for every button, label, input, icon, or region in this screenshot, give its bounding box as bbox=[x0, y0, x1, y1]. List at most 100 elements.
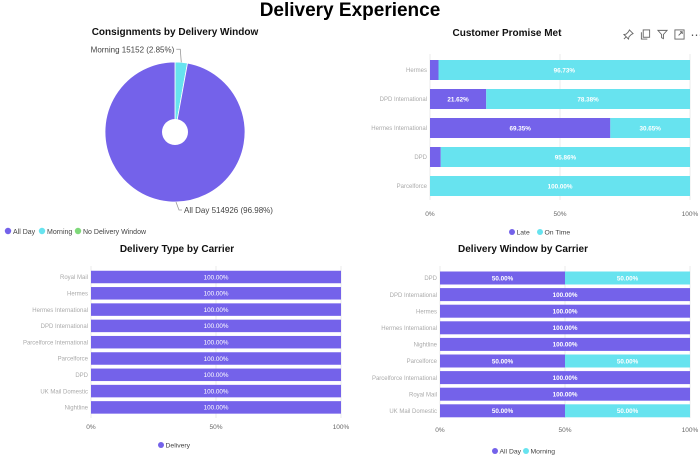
pie-label-all-day: All Day 514926 (96.98%) bbox=[184, 206, 273, 215]
bar-value-label: 50.00% bbox=[617, 358, 639, 365]
bar-value-label: 30.65% bbox=[639, 125, 661, 132]
x-tick-label: 100% bbox=[682, 211, 699, 218]
pie-leader-morning bbox=[176, 48, 182, 63]
promise-chart-title: Customer Promise Met bbox=[452, 28, 562, 39]
bar-morning bbox=[565, 271, 690, 285]
window-chart-panel: Delivery Window by Carrier 0% 50% 100% DPD 5… bbox=[350, 238, 700, 460]
bar-value-label: 50.00% bbox=[617, 275, 639, 282]
bar-value-label: 50.00% bbox=[492, 358, 514, 365]
x-tick-label: 50% bbox=[558, 427, 571, 434]
category-label: Parcelforce International bbox=[23, 340, 88, 346]
bar-value-label: 96.73% bbox=[554, 67, 576, 74]
pie-center-hole bbox=[162, 119, 188, 145]
bar-value-label: 100.00% bbox=[553, 392, 578, 399]
bar-value-label: 50.00% bbox=[492, 408, 514, 415]
bar-delivery bbox=[91, 352, 341, 365]
bar-late bbox=[430, 60, 439, 80]
bar-delivery bbox=[91, 303, 341, 316]
legend-label-morning: Morning bbox=[47, 229, 72, 236]
pie-chart-title: Consignments by Delivery Window bbox=[91, 27, 259, 38]
bar-value-label: 50.00% bbox=[492, 275, 514, 282]
pie-label-morning: Morning 15152 (2.85%) bbox=[91, 45, 175, 54]
x-tick-label: 100% bbox=[333, 424, 350, 431]
window-chart: 0% 50% 100% DPD 50.00% 50.00% DPD Internationa… bbox=[372, 266, 699, 456]
bar-value-label: 100.00% bbox=[553, 375, 578, 382]
bar-delivery bbox=[91, 270, 341, 284]
bar-value-label: 50.00% bbox=[617, 408, 639, 415]
legend-label-late: Late bbox=[517, 230, 530, 237]
legend-dot-late bbox=[509, 229, 515, 235]
category-label: Parcelforce International bbox=[372, 376, 437, 382]
category-label: Hermes International bbox=[32, 308, 88, 314]
type-chart: 0% 50% 100% Royal Mail 100.00% Hermes 100.00% H… bbox=[23, 266, 350, 450]
bar-value-label: 100.00% bbox=[204, 388, 229, 395]
legend-label-all-day: All Day bbox=[500, 449, 522, 456]
bar-late bbox=[430, 147, 441, 167]
bar-all-day bbox=[440, 321, 690, 335]
category-label: UK Mail Domestic bbox=[389, 409, 437, 415]
promise-chart: 0% 50% 100% Hermes 96.73% DPD International 21… bbox=[371, 54, 699, 237]
category-label: DPD International bbox=[380, 97, 427, 103]
pie-leader-all-day bbox=[175, 201, 182, 211]
copy-icon[interactable] bbox=[639, 28, 652, 42]
category-label: Hermes bbox=[406, 68, 427, 74]
category-label: Hermes International bbox=[371, 126, 427, 132]
category-label: DPD International bbox=[41, 324, 88, 330]
bar-value-label: 69.35% bbox=[509, 125, 531, 132]
bar-morning bbox=[565, 404, 690, 418]
legend-dot-morning bbox=[38, 227, 46, 235]
category-label: Hermes International bbox=[381, 326, 437, 332]
bar-all-day bbox=[440, 271, 565, 285]
legend-label-on-time: On Time bbox=[545, 230, 571, 237]
bar-value-label: 100.00% bbox=[548, 183, 573, 190]
bar-late bbox=[430, 89, 487, 109]
category-label: Hermes bbox=[416, 309, 437, 315]
bar-all-day bbox=[440, 371, 690, 385]
bar-delivery bbox=[91, 401, 341, 414]
legend-label-delivery: Delivery bbox=[166, 443, 191, 450]
promise-chart-panel: Customer Promise Met 0% 50% 100% Hermes 96.7… bbox=[350, 22, 700, 242]
bar-value-label: 100.00% bbox=[553, 342, 578, 349]
bar-delivery bbox=[91, 368, 341, 382]
bar-morning bbox=[565, 354, 690, 368]
bar-all-day bbox=[440, 288, 690, 302]
x-tick-label: 100% bbox=[682, 427, 699, 434]
bar-value-label: 78.38% bbox=[577, 96, 599, 103]
legend-dot-delivery bbox=[158, 442, 164, 448]
x-tick-label: 0% bbox=[425, 211, 435, 218]
window-chart-title: Delivery Window by Carrier bbox=[458, 244, 588, 255]
type-chart-panel: Delivery Type by Carrier 0% 50% 100% Royal … bbox=[0, 238, 350, 460]
category-label: DPD bbox=[75, 373, 88, 379]
category-label: Royal Mail bbox=[60, 275, 88, 281]
page-title: Delivery Experience bbox=[259, 0, 441, 21]
legend-label-all-day: All Day bbox=[13, 229, 36, 236]
x-tick-label: 50% bbox=[209, 424, 222, 431]
bar-on-time bbox=[430, 176, 690, 196]
bar-on-time bbox=[610, 118, 690, 138]
x-tick-label: 50% bbox=[553, 211, 566, 218]
pie-chart: Morning 15152 (2.85%) All Day 514926 (96.… bbox=[4, 45, 273, 236]
filter-icon[interactable] bbox=[656, 29, 669, 42]
bar-delivery bbox=[91, 384, 341, 398]
legend-dot-no-delivery-window bbox=[74, 227, 82, 235]
category-label: Parcelforce bbox=[58, 357, 89, 363]
category-label: Nightline bbox=[414, 343, 438, 349]
bar-value-label: 100.00% bbox=[553, 309, 578, 316]
bar-value-label: 100.00% bbox=[204, 323, 229, 330]
category-label: Hermes bbox=[67, 292, 88, 298]
legend-dot-all-day bbox=[492, 448, 498, 454]
bar-value-label: 100.00% bbox=[204, 340, 229, 347]
category-label: UK Mail Domestic bbox=[40, 389, 88, 395]
category-label: DPD International bbox=[390, 293, 437, 299]
bar-on-time bbox=[440, 147, 690, 167]
legend-dot-all-day bbox=[4, 227, 12, 235]
category-label: DPD bbox=[414, 155, 427, 161]
legend-label-morning: Morning bbox=[531, 449, 556, 456]
more-options-icon[interactable]: ⋯ bbox=[690, 27, 700, 42]
bar-value-label: 100.00% bbox=[204, 405, 229, 412]
focus-mode-icon[interactable] bbox=[673, 28, 686, 42]
bar-all-day bbox=[440, 304, 690, 318]
pin-icon[interactable] bbox=[622, 28, 635, 42]
category-label: Royal Mail bbox=[409, 392, 437, 398]
legend-label-no-delivery-window: No Delivery Window bbox=[83, 229, 147, 236]
